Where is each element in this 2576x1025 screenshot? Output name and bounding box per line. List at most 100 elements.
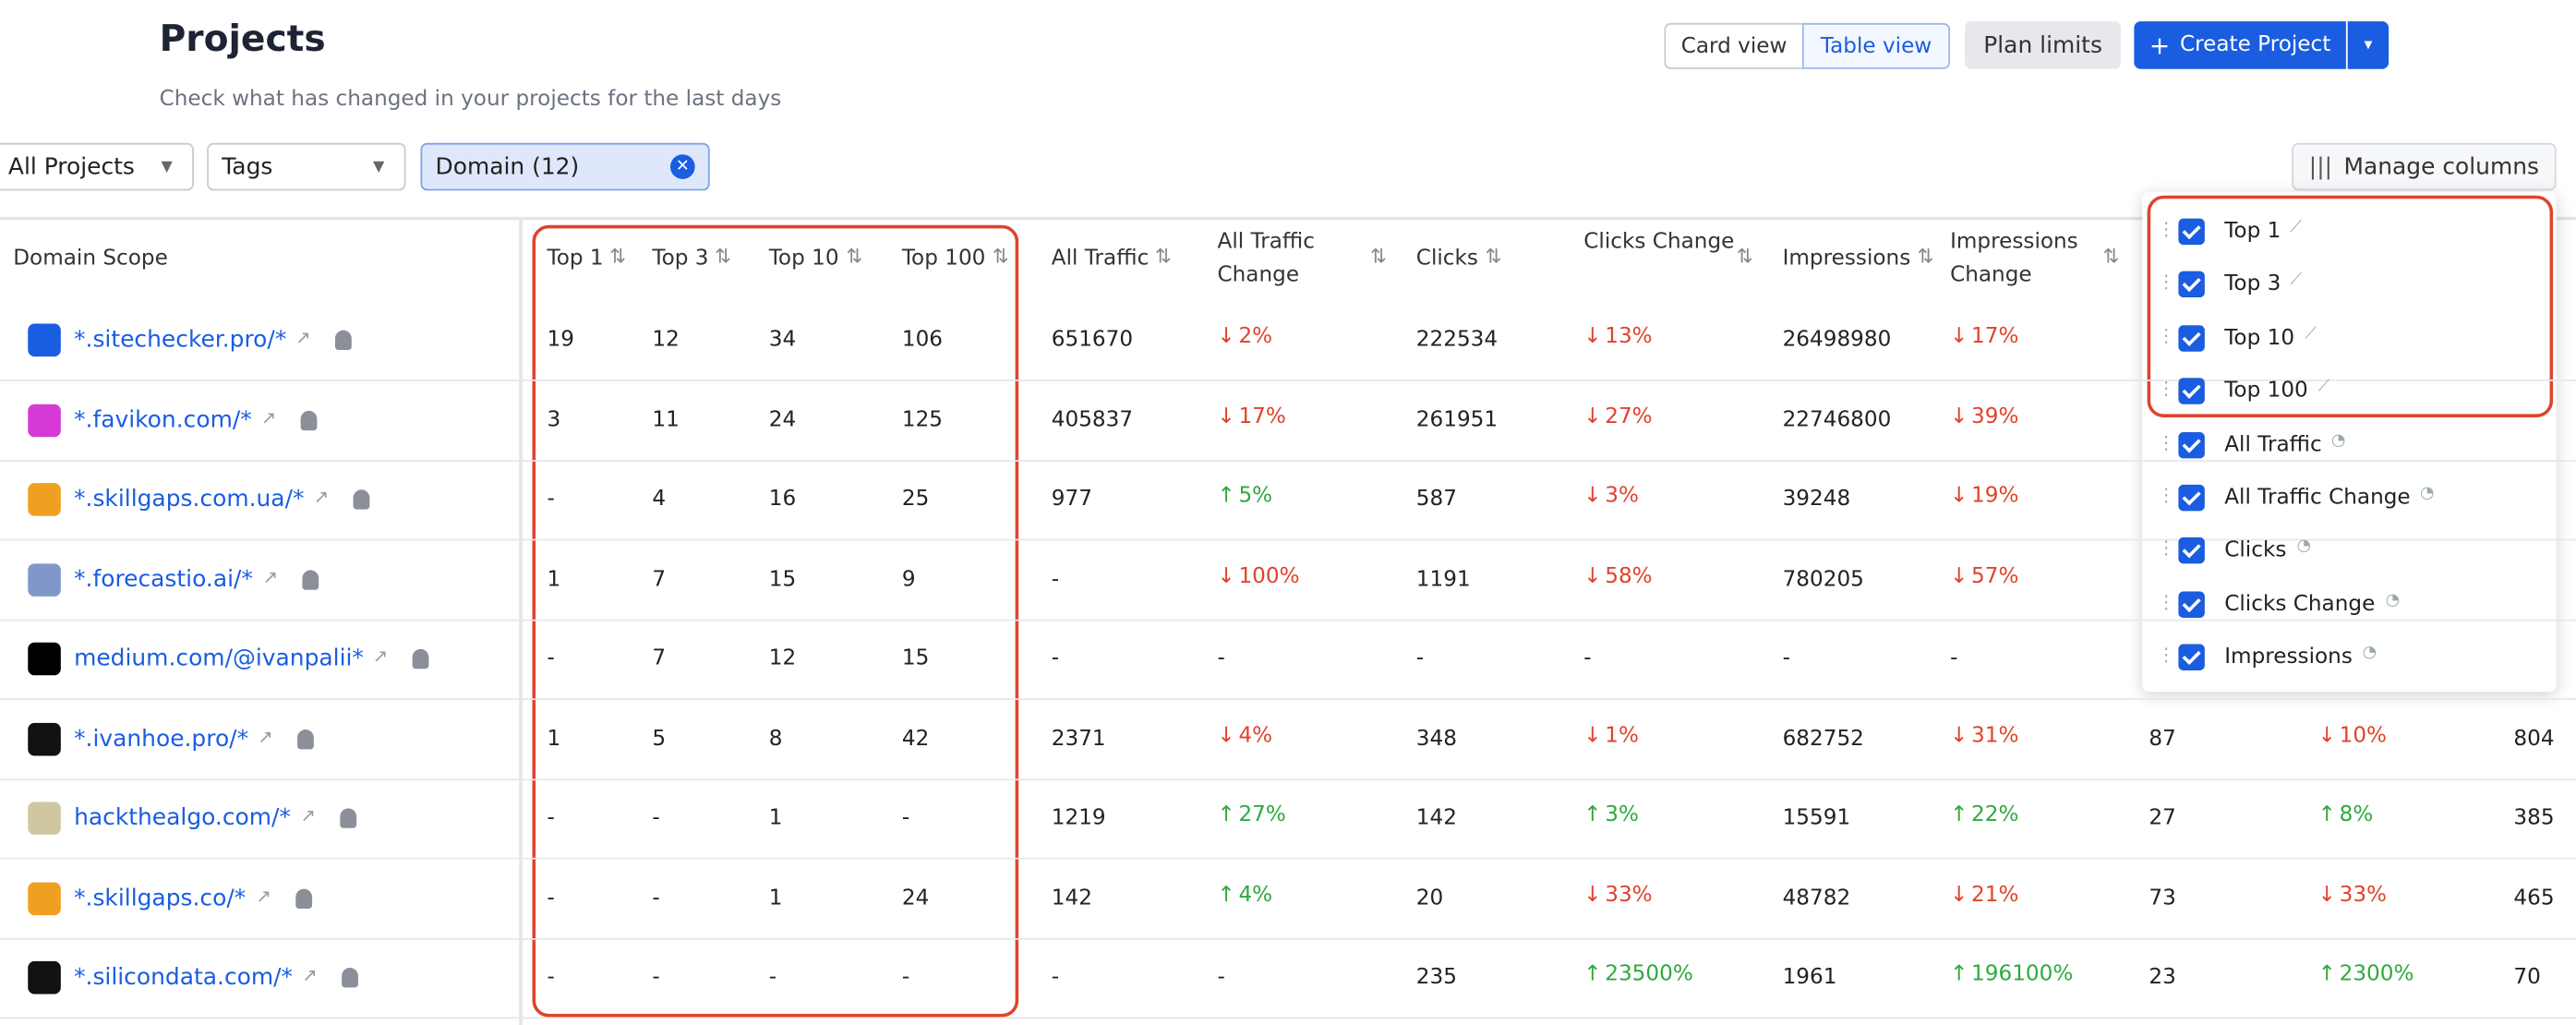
change-text: 39% <box>1971 404 2019 429</box>
cell-value: 25 <box>901 487 930 512</box>
cell-value: - <box>1051 965 1060 991</box>
change-text: 2300% <box>2339 961 2414 987</box>
source-icon: ◔ <box>2385 591 2401 609</box>
favicon <box>28 960 61 995</box>
create-project-label: Create Project <box>2179 32 2331 58</box>
domain-link[interactable]: medium.com/@ivanpalii* <box>74 645 364 672</box>
manage-columns-button[interactable]: ||| Manage columns <box>2292 142 2557 191</box>
checkbox-checked[interactable] <box>2178 537 2205 565</box>
down-arrow: ↓ <box>1583 324 1602 350</box>
column-header[interactable]: Top 100 <box>901 246 986 271</box>
cell-value: 16 <box>768 487 797 512</box>
down-arrow: ↓ <box>1583 563 1602 589</box>
tags-filter[interactable]: Tags ▼ <box>207 142 406 191</box>
down-arrow: ↓ <box>2317 722 2337 748</box>
user-icon <box>297 729 314 749</box>
column-header[interactable]: Top 10 <box>768 246 839 271</box>
highlight-box <box>532 224 1019 1018</box>
source-icon: ⟋ <box>2305 324 2317 344</box>
change-value: ↑ 5% <box>1217 484 1272 509</box>
cell-value: 348 <box>1415 726 1457 752</box>
change-text: 5% <box>1238 484 1273 509</box>
change-text: 23500% <box>1605 961 1693 987</box>
cell-value: 24 <box>901 886 930 910</box>
domain-link[interactable]: *.ivanhoe.pro/* <box>74 725 249 753</box>
down-arrow: ↓ <box>2317 882 2337 908</box>
up-arrow: ↑ <box>1217 484 1235 509</box>
change-text: 196100% <box>1971 961 2074 987</box>
sort-icon: ⇅ <box>2102 245 2120 269</box>
change-value: ↓ 3% <box>1583 484 1639 509</box>
checkbox-checked[interactable] <box>2178 271 2205 298</box>
source-icon: ◔ <box>2419 484 2435 503</box>
plan-limits-button[interactable]: Plan limits <box>1965 21 2122 69</box>
column-header[interactable]: Impressions Change <box>1950 230 2078 288</box>
cell-value: - <box>768 965 777 991</box>
cell-value: 23 <box>2149 965 2176 991</box>
domain-link[interactable]: *.favikon.com/* <box>74 406 252 433</box>
change-value: ↓ 33% <box>1583 883 1652 908</box>
sort-icon: ⇅ <box>609 245 627 269</box>
change-value: ↓ 58% <box>1583 563 1652 588</box>
domain-link[interactable]: *.skillgaps.com.ua/* <box>74 486 305 513</box>
checkbox-checked[interactable] <box>2178 484 2205 512</box>
create-project-dropdown[interactable]: ▾ <box>2347 21 2389 69</box>
cell-value: - <box>547 965 555 991</box>
cell-value: 20 <box>1415 886 1444 910</box>
create-project-button[interactable]: + Create Project <box>2134 21 2346 69</box>
menu-item-label: All Traffic Change <box>2224 485 2411 511</box>
table-view-button[interactable]: Table view <box>1801 22 1951 69</box>
source-icon: ⟋ <box>2290 271 2302 290</box>
menu-item-label: Impressions <box>2224 645 2353 670</box>
projects-filter-label: All Projects <box>7 153 135 180</box>
change-value: ↓ 10% <box>2318 723 2387 748</box>
checkbox-checked[interactable] <box>2178 591 2205 618</box>
change-text: 3% <box>1605 802 1639 827</box>
external-link-icon: ↗ <box>256 885 271 907</box>
projects-filter[interactable]: All Projects ▼ <box>0 142 194 191</box>
external-link-icon: ↗ <box>300 804 317 827</box>
checkbox-checked[interactable] <box>2178 378 2205 405</box>
cell-value: - <box>901 965 910 991</box>
favicon <box>28 483 61 516</box>
checkbox-checked[interactable] <box>2178 218 2205 246</box>
cell-value: 1 <box>547 726 561 752</box>
highlight-box <box>2147 195 2554 417</box>
checkbox-checked[interactable] <box>2178 324 2205 352</box>
menu-item-label: All Traffic <box>2224 432 2322 457</box>
down-arrow: ↓ <box>1950 404 1968 429</box>
cell-value: 11 <box>652 407 680 432</box>
column-header[interactable]: Clicks Change <box>1583 230 1735 255</box>
domain-link[interactable]: *.silicondata.com/* <box>74 964 294 991</box>
row-divider <box>0 698 2576 700</box>
domain-filter[interactable]: Domain (12) ✕ <box>420 142 710 191</box>
cell-value: 27 <box>2149 805 2176 831</box>
sort-icon: ⇅ <box>1917 245 1934 269</box>
domain-link[interactable]: *.skillgaps.co/* <box>74 885 247 911</box>
card-view-button[interactable]: Card view <box>1664 22 1804 69</box>
change-value: ↓ 57% <box>1950 563 2018 588</box>
column-header[interactable]: All Traffic Change <box>1217 230 1316 288</box>
clear-icon[interactable]: ✕ <box>669 154 695 179</box>
column-header[interactable]: Clicks <box>1415 246 1478 271</box>
cell-value: 385 <box>2513 805 2555 831</box>
favicon <box>28 403 61 437</box>
column-header[interactable]: Impressions <box>1782 246 1911 271</box>
domain-link[interactable]: hackthealgo.com/* <box>74 804 291 832</box>
checkbox-checked[interactable] <box>2178 431 2205 458</box>
up-arrow: ↑ <box>2317 802 2337 827</box>
checkbox-checked[interactable] <box>2178 644 2205 671</box>
cell-value: 106 <box>901 327 944 353</box>
user-icon <box>300 409 318 430</box>
change-text: 33% <box>2339 882 2388 908</box>
column-header[interactable]: Top 3 <box>652 246 709 271</box>
column-header[interactable]: All Traffic <box>1051 246 1150 271</box>
change-value: ↓ 31% <box>1950 723 2018 748</box>
down-arrow: ↓ <box>1583 484 1602 509</box>
column-header[interactable]: Top 1 <box>547 246 604 271</box>
cell-value: 87 <box>2149 726 2176 752</box>
domain-filter-label: Domain (12) <box>435 153 580 180</box>
domain-link[interactable]: *.sitechecker.pro/* <box>74 327 287 354</box>
domain-link[interactable]: *.forecastio.ai/* <box>74 565 253 593</box>
